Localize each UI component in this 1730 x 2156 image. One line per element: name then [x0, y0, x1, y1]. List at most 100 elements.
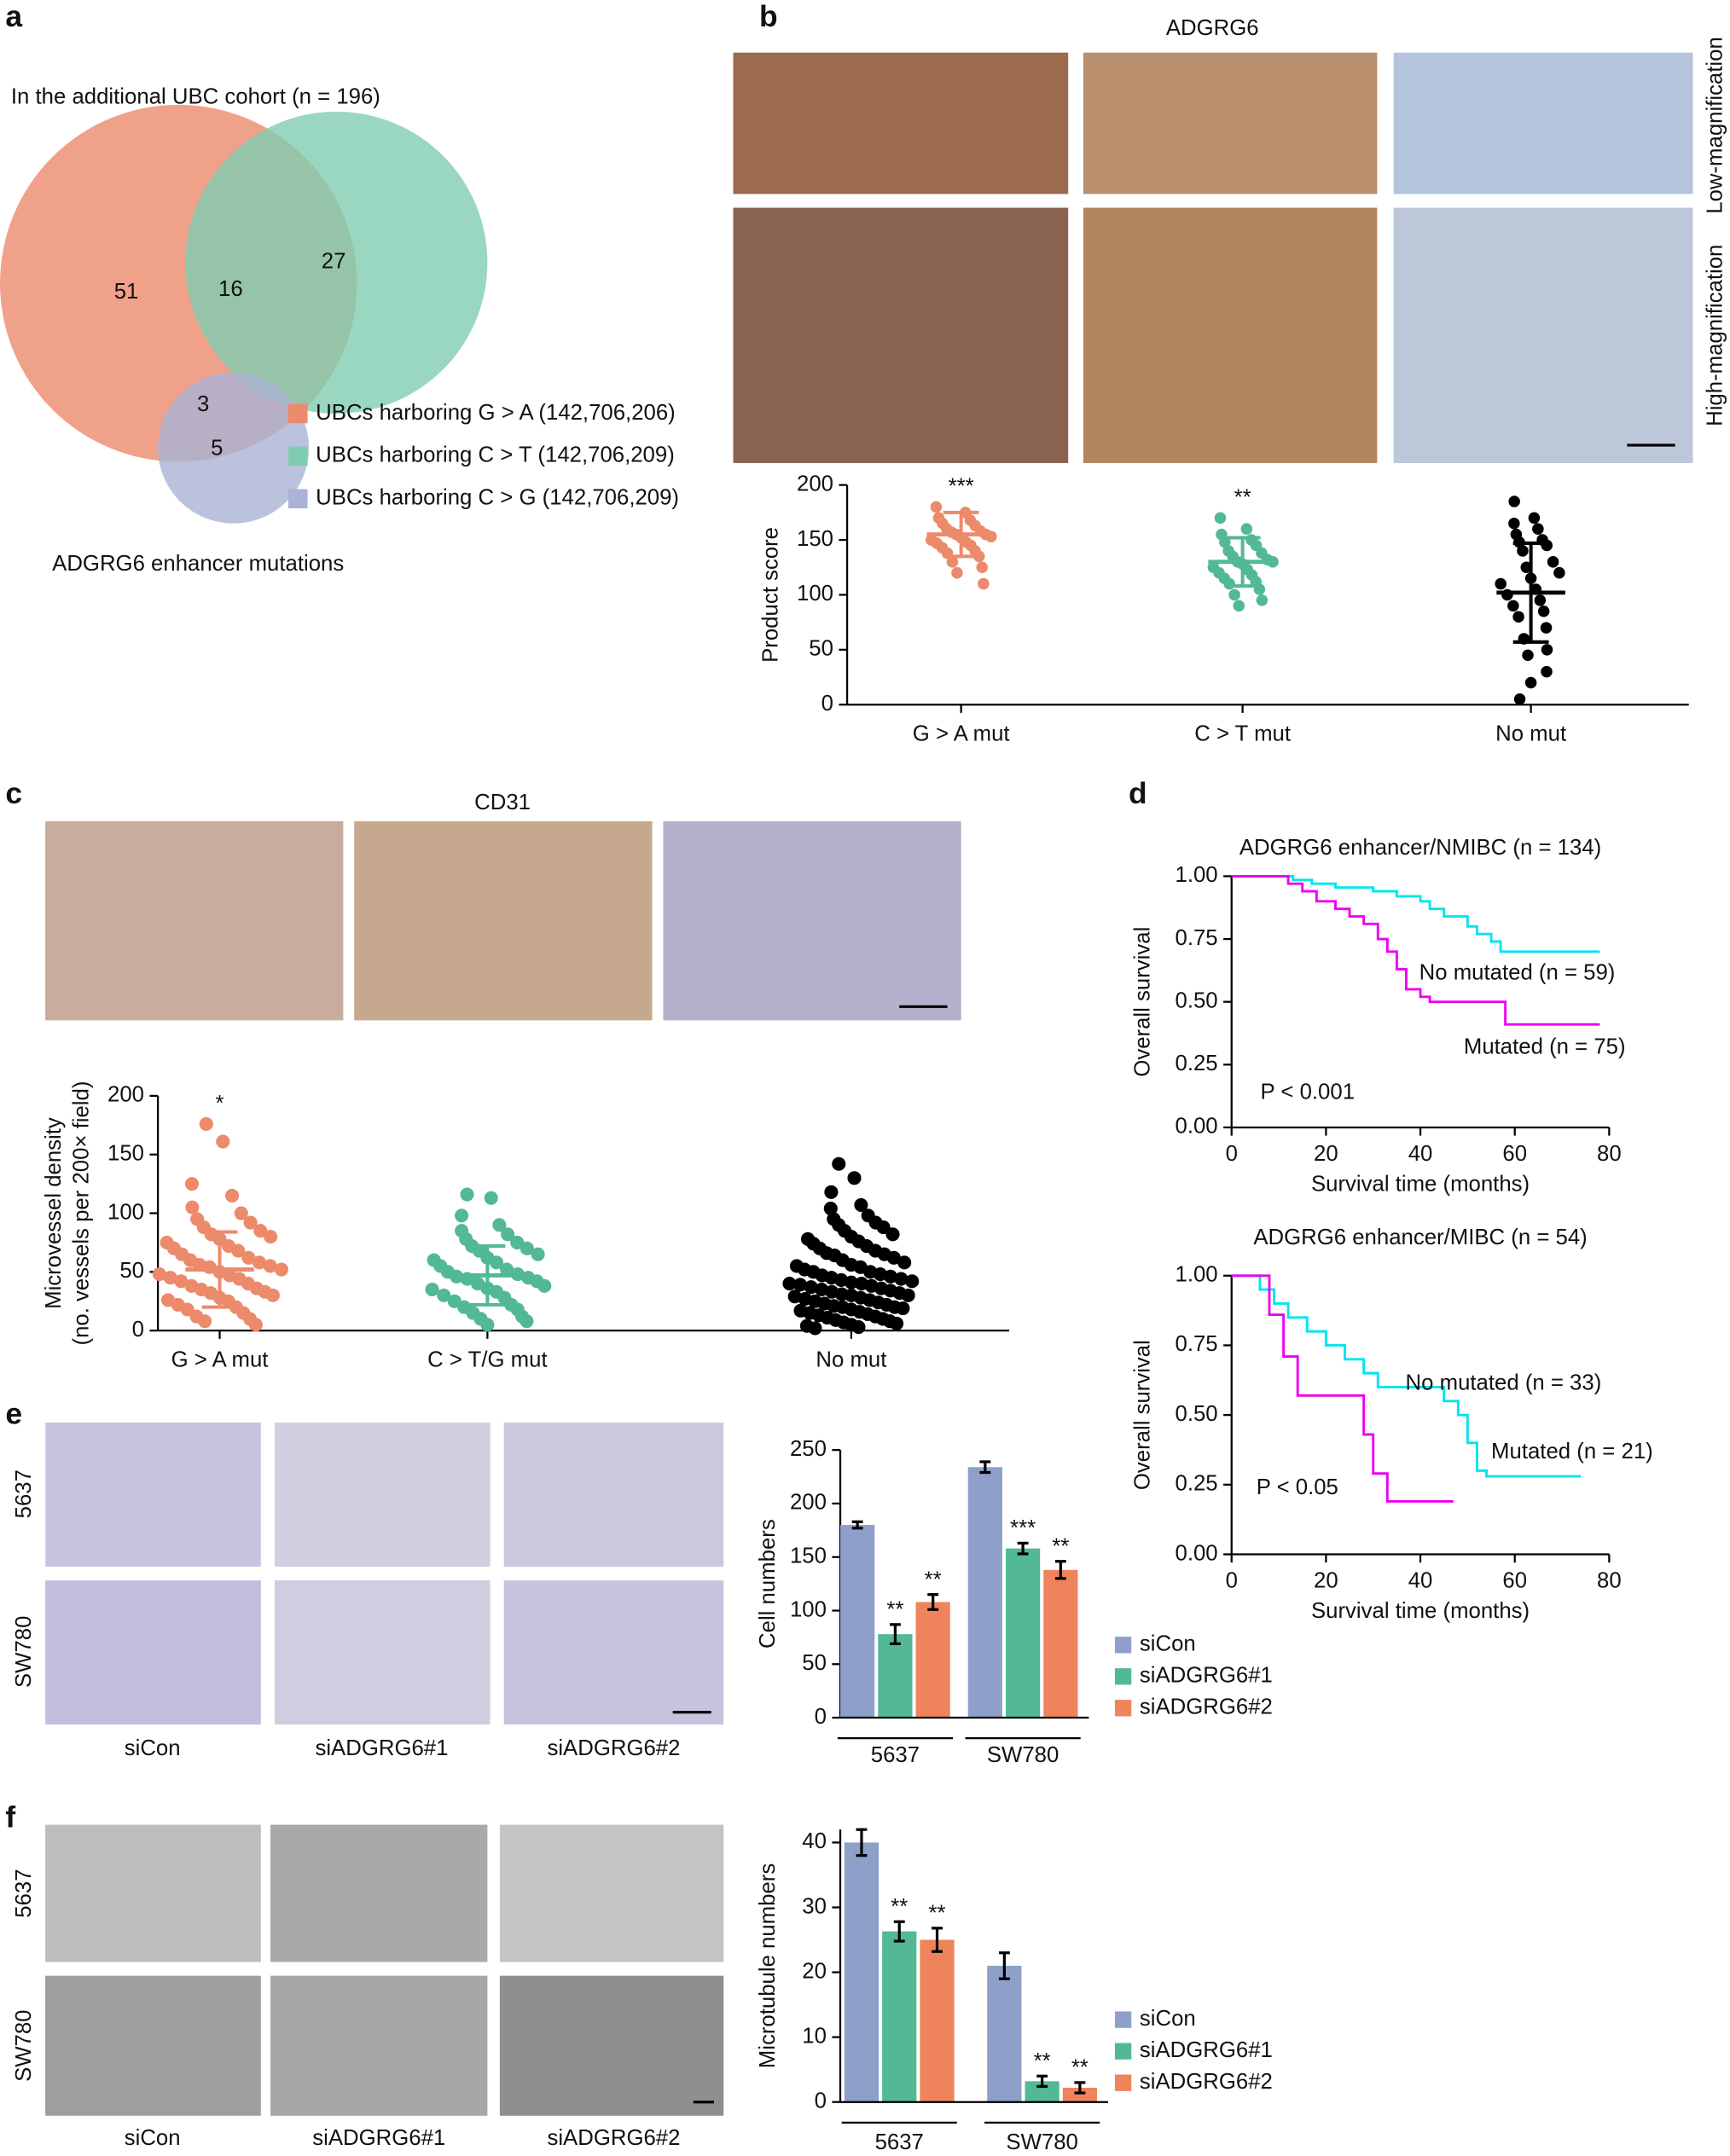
survival-curve [1231, 1274, 1582, 1478]
y-tick-label: 50 [809, 637, 833, 661]
data-point [274, 1262, 288, 1277]
data-point [1537, 606, 1550, 617]
series-label: No mutated (n = 59) [1419, 960, 1616, 984]
panel-label: e [5, 1396, 22, 1430]
legend-swatch [1114, 2011, 1132, 2028]
data-point [265, 1288, 280, 1302]
significance: ** [925, 1568, 942, 1591]
data-point [1532, 523, 1544, 535]
data-point [1517, 545, 1529, 557]
data-point [1553, 566, 1565, 579]
x-axis-label: Survival time (months) [1311, 1172, 1530, 1196]
y-tick-label: 20 [802, 1959, 827, 1983]
data-point [1541, 644, 1553, 656]
footnote: ADGRG6 enhancer mutations [52, 552, 344, 576]
column-label: siCon [125, 1736, 181, 1760]
data-point [520, 1241, 534, 1255]
x-tick-label: C > T mut [1194, 722, 1291, 745]
significance: * [216, 1092, 224, 1116]
data-point [263, 1259, 277, 1273]
legend-label: siCon [1140, 1632, 1196, 1656]
data-point [253, 1224, 268, 1238]
y-tick-label: 0.75 [1176, 926, 1218, 950]
y-axis-label: Microtubule numbers [756, 1863, 780, 2068]
legend-swatch [1114, 1668, 1132, 1685]
micrograph [274, 1580, 491, 1725]
y-tick-label: 50 [119, 1259, 144, 1283]
y-tick-label: 40 [802, 1829, 827, 1853]
legend-swatch [1114, 1700, 1132, 1717]
data-point [216, 1134, 230, 1149]
set-circle [185, 111, 488, 414]
legend-swatch [288, 489, 308, 509]
micrograph [733, 52, 1069, 194]
legend-swatch [1114, 1637, 1132, 1654]
row-label: SW780 [12, 2009, 36, 2081]
column-label: siCon [125, 2126, 181, 2150]
data-point [1534, 594, 1547, 606]
data-point [480, 1318, 495, 1332]
data-point [248, 1318, 264, 1332]
survival-curve [1231, 874, 1600, 1026]
x-tick-label: 0 [1226, 1568, 1238, 1592]
p-value: P < 0.05 [1257, 1475, 1338, 1499]
data-point [1256, 594, 1268, 606]
region-count: 27 [322, 250, 346, 274]
data-point [792, 1278, 808, 1292]
series-label: No mutated (n = 33) [1406, 1371, 1602, 1395]
y-tick-label: 250 [790, 1437, 827, 1461]
x-tick-label: G > A mut [913, 722, 1010, 745]
x-tick-label: 5637 [875, 2130, 924, 2154]
data-point [241, 1250, 256, 1265]
p-value: P < 0.001 [1261, 1081, 1356, 1104]
bar [967, 1467, 1002, 1718]
y-tick-label: 200 [790, 1491, 827, 1515]
region-count: 16 [218, 277, 243, 301]
data-point [1524, 676, 1537, 689]
data-point [520, 1314, 534, 1329]
y-axis-label: Overall survival [1131, 927, 1155, 1077]
data-point [873, 1267, 887, 1282]
significance: ** [1052, 1534, 1069, 1558]
panel-label: d [1129, 776, 1147, 810]
significance: ** [1234, 486, 1251, 510]
y-tick-label: 10 [802, 2024, 827, 2048]
data-point [808, 1321, 822, 1336]
data-point [264, 1230, 278, 1244]
data-point [876, 1220, 891, 1235]
y-tick-label: 50 [802, 1651, 827, 1675]
data-point [1522, 649, 1534, 662]
x-tick-label: SW780 [1006, 2130, 1077, 2154]
data-point [243, 1215, 258, 1230]
micrograph [733, 207, 1069, 463]
data-point [425, 1282, 439, 1297]
significance: ** [1034, 2049, 1051, 2073]
data-point [823, 1201, 838, 1216]
x-tick-label: 60 [1502, 1568, 1527, 1592]
micrograph [45, 821, 344, 1021]
data-point [184, 1177, 200, 1191]
micrograph [1393, 52, 1693, 194]
data-point [1547, 556, 1559, 568]
x-tick-label: 60 [1502, 1142, 1527, 1166]
data-point [897, 1255, 912, 1270]
legend-label: UBCs harboring C > G (142,706,209) [316, 486, 679, 510]
data-point [174, 1274, 189, 1289]
set-circle [158, 372, 310, 524]
data-point [234, 1206, 248, 1220]
legend-swatch [288, 403, 308, 424]
data-point [460, 1187, 474, 1202]
y-tick-label: 100 [107, 1200, 144, 1224]
data-point [885, 1227, 900, 1242]
legend-label: siADGRG6#2 [1140, 1695, 1273, 1719]
y-axis-label: Cell numbers [756, 1519, 780, 1649]
y-tick-label: 0.25 [1176, 1052, 1218, 1075]
bar [1062, 2087, 1098, 2102]
y-tick-label: 100 [797, 582, 833, 606]
data-point [1240, 523, 1253, 535]
data-point [198, 1314, 212, 1329]
significance: *** [949, 475, 974, 499]
data-point [1528, 512, 1541, 525]
bar [844, 1842, 880, 2102]
micrograph [503, 1580, 724, 1725]
